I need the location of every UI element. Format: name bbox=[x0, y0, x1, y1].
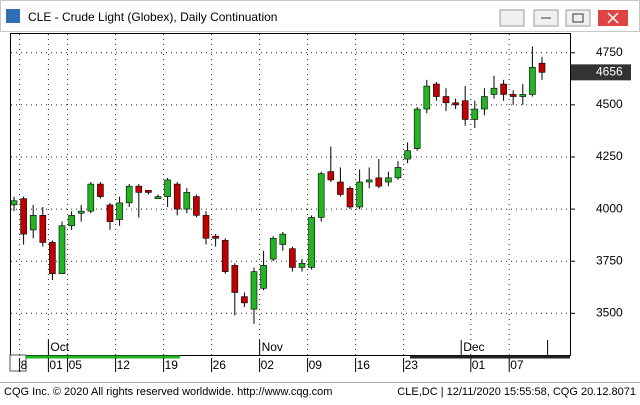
app-icon bbox=[6, 9, 20, 23]
candle-body bbox=[154, 196, 162, 199]
candle-body bbox=[241, 296, 248, 304]
y-tick-label: 4000 bbox=[596, 201, 623, 215]
candle-body bbox=[106, 204, 114, 222]
candle-body bbox=[173, 183, 181, 210]
scroll-handle[interactable] bbox=[9, 354, 27, 372]
candle-body bbox=[97, 183, 104, 197]
candle-body bbox=[269, 237, 277, 260]
candle-body bbox=[87, 183, 95, 212]
candle-body bbox=[298, 262, 306, 268]
plot-area bbox=[10, 33, 571, 356]
candle-body bbox=[433, 83, 440, 97]
candle-body bbox=[308, 217, 315, 268]
candle-body bbox=[346, 187, 354, 208]
candle-body bbox=[29, 215, 37, 231]
candle-body bbox=[135, 185, 143, 193]
candle-body bbox=[20, 198, 27, 235]
candle-body bbox=[490, 87, 498, 95]
footer-left: CQG Inc. © 2020 All rights reserved worl… bbox=[4, 386, 332, 398]
candle-body bbox=[212, 235, 219, 239]
candle-body bbox=[442, 96, 450, 104]
candle-body bbox=[423, 85, 431, 110]
candle-body bbox=[365, 179, 373, 183]
candle-body bbox=[337, 181, 344, 195]
candle-body bbox=[77, 210, 85, 214]
candle-body bbox=[68, 215, 75, 227]
candle-body bbox=[481, 96, 488, 110]
x-tick-label: 01 bbox=[49, 358, 63, 372]
x-tick-label: 26 bbox=[213, 358, 227, 372]
candle-body bbox=[519, 94, 527, 97]
x-tick-label: 12 bbox=[117, 358, 131, 372]
candle-body bbox=[471, 108, 479, 120]
candle-body bbox=[279, 233, 287, 245]
candle-body bbox=[145, 190, 152, 193]
candle-body bbox=[317, 173, 325, 218]
y-tick-label: 4250 bbox=[596, 149, 623, 163]
x-tick-label: 02 bbox=[261, 358, 275, 372]
y-tick-label: 3500 bbox=[596, 305, 623, 319]
candle-body bbox=[385, 177, 392, 183]
maximize-button[interactable] bbox=[565, 9, 591, 27]
candle-body bbox=[250, 271, 258, 310]
x-tick-label: 09 bbox=[309, 358, 323, 372]
candle-body bbox=[356, 181, 363, 208]
candle-body bbox=[10, 200, 18, 206]
candle-body bbox=[260, 265, 267, 289]
candle-body bbox=[202, 215, 210, 239]
x-tick-label: 07 bbox=[510, 358, 524, 372]
candle-body bbox=[58, 225, 66, 275]
x-tick-label: 16 bbox=[357, 358, 371, 372]
month-label: Nov bbox=[262, 340, 283, 354]
candle-body bbox=[183, 192, 191, 210]
candle-body bbox=[529, 67, 536, 95]
candle-body bbox=[289, 248, 296, 268]
footer-right: CLE,DC | 12/11/2020 15:55:58, CQG 20.12.… bbox=[397, 386, 636, 398]
candle-body bbox=[413, 108, 421, 149]
candle-body bbox=[500, 83, 507, 95]
candle-body bbox=[327, 171, 335, 181]
y-tick-label: 4500 bbox=[596, 97, 623, 111]
candle-body bbox=[538, 62, 546, 73]
candle-body bbox=[125, 185, 133, 204]
y-tick-label: 4750 bbox=[596, 45, 623, 59]
x-tick-label: 05 bbox=[69, 358, 83, 372]
maximize-icon bbox=[572, 13, 584, 23]
last-price-box bbox=[571, 64, 631, 81]
candle-body bbox=[116, 202, 123, 220]
last-price-label: 4656 bbox=[596, 65, 623, 79]
candle-body bbox=[164, 179, 171, 197]
x-tick-label: 23 bbox=[405, 358, 419, 372]
candle-body bbox=[39, 215, 47, 243]
candle-body bbox=[461, 100, 469, 120]
candle-body bbox=[231, 265, 239, 293]
close-icon bbox=[607, 12, 619, 24]
candle-body bbox=[221, 240, 229, 272]
y-tick-label: 3750 bbox=[596, 253, 623, 267]
month-label: Oct bbox=[50, 340, 69, 354]
candle-body bbox=[375, 177, 383, 187]
link-button[interactable] bbox=[499, 9, 525, 27]
candle-body bbox=[49, 242, 56, 275]
x-tick-label: 01 bbox=[472, 358, 486, 372]
month-label: Dec bbox=[463, 340, 484, 354]
window-title: CLE - Crude Light (Globex), Daily Contin… bbox=[28, 10, 277, 24]
candle-body bbox=[509, 94, 517, 97]
x-tick-label: 19 bbox=[165, 358, 179, 372]
candle-body bbox=[394, 167, 402, 179]
candle-body bbox=[193, 196, 200, 216]
candle-body bbox=[452, 102, 459, 106]
candle-body bbox=[404, 150, 411, 160]
x-tick-label: 8 bbox=[21, 358, 28, 372]
title-bar bbox=[0, 0, 640, 32]
